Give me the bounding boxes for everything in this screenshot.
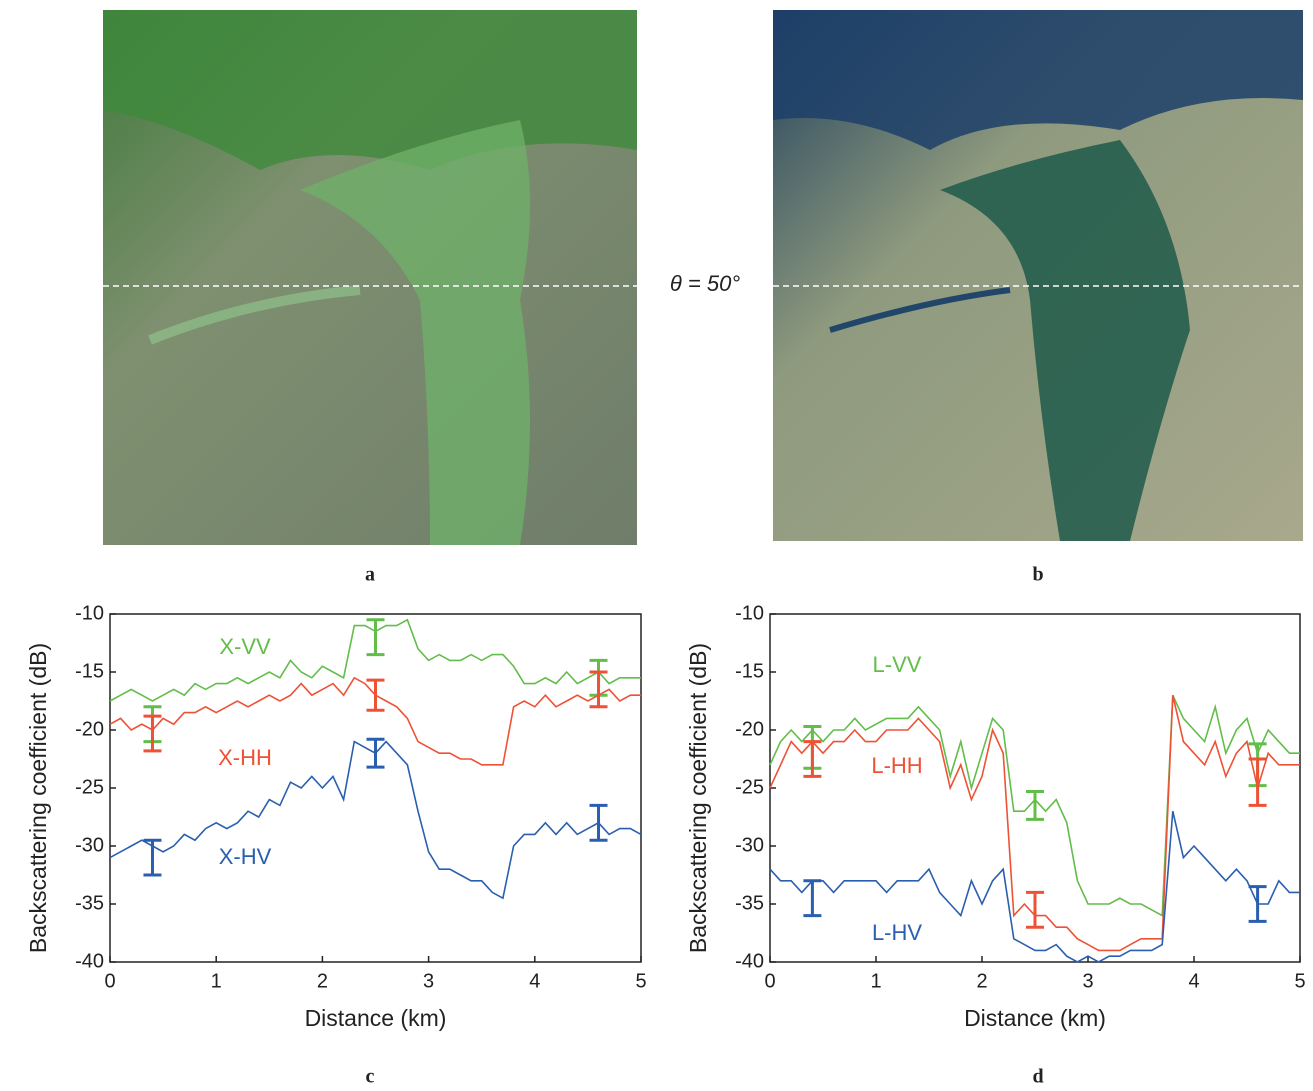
x-tick-label: 2 (976, 970, 987, 992)
image-a (103, 10, 637, 545)
x-tick-label: 2 (317, 970, 328, 992)
x-axis-label: Distance (km) (305, 1005, 447, 1031)
series-label: X-HH (218, 745, 272, 770)
error-bar (803, 879, 822, 918)
error-bar (366, 678, 385, 712)
y-tick-label: -20 (735, 718, 764, 740)
x-tick-label: 1 (870, 970, 881, 992)
x-tick-label: 0 (104, 970, 115, 992)
y-tick-label: -10 (735, 602, 764, 624)
error-bar (589, 803, 608, 842)
series-label: L-HH (871, 753, 922, 778)
x-tick-label: 4 (529, 970, 540, 992)
x-tick-label: 1 (211, 970, 222, 992)
y-tick-label: -15 (75, 660, 104, 682)
y-tick-label: -20 (75, 718, 104, 740)
series-label: L-VV (873, 652, 922, 677)
error-bar (366, 618, 385, 657)
y-tick-label: -10 (75, 602, 104, 624)
x-tick-label: 3 (1082, 970, 1093, 992)
error-bar (1248, 885, 1267, 923)
y-tick-label: -15 (735, 660, 764, 682)
plot-frame (109, 613, 642, 963)
y-tick-label: -35 (735, 892, 764, 914)
x-tick-label: 4 (1188, 970, 1199, 992)
panel-label: a (365, 564, 375, 586)
panel-label: d (1032, 1066, 1043, 1088)
error-bar (143, 714, 162, 753)
series-label: L-HV (872, 920, 922, 945)
error-bar (1248, 757, 1267, 807)
error-bar (1026, 890, 1044, 929)
y-axis-label: Backscattering coefficient (dB) (685, 643, 711, 953)
y-tick-label: -40 (735, 950, 764, 972)
panel-label: c (366, 1066, 375, 1088)
x-tick-label: 0 (764, 970, 775, 992)
error-bar (143, 838, 162, 877)
y-tick-label: -35 (75, 892, 104, 914)
y-tick-label: -25 (735, 776, 764, 798)
error-bar (1026, 789, 1044, 821)
x-tick-label: 5 (635, 970, 646, 992)
y-axis-label: Backscattering coefficient (dB) (25, 643, 51, 953)
y-tick-label: -25 (75, 776, 104, 798)
series-label: X-VV (219, 634, 271, 659)
y-tick-label: -30 (735, 834, 764, 856)
panel-label: b (1032, 564, 1043, 586)
y-tick-label: -40 (75, 950, 104, 972)
angle-annotation: θ = 50° (670, 271, 740, 296)
series-line (769, 811, 1300, 963)
x-axis-label: Distance (km) (964, 1005, 1106, 1031)
series-label: X-HV (219, 844, 272, 869)
image-b (773, 10, 1303, 541)
error-bar (803, 740, 822, 778)
y-tick-label: -30 (75, 834, 104, 856)
error-bar (589, 670, 608, 709)
x-tick-label: 5 (1294, 970, 1305, 992)
error-bar (366, 737, 385, 769)
x-tick-label: 3 (423, 970, 434, 992)
